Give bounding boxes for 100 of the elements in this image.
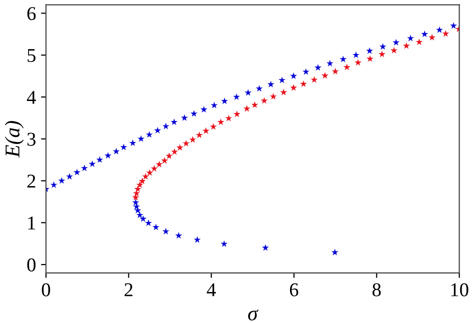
point [200, 106, 208, 113]
point [392, 38, 400, 46]
point [221, 98, 228, 104]
y-tick-label: 1 [28, 216, 36, 230]
point [280, 88, 288, 96]
x-tick-label: 4 [206, 283, 216, 296]
y-tick-label: 5 [28, 49, 36, 62]
point [366, 47, 374, 54]
point [321, 72, 328, 79]
point [436, 26, 443, 33]
point [314, 64, 322, 71]
x-tick-label: 10 [451, 283, 468, 296]
point [243, 105, 250, 112]
point [162, 228, 170, 234]
point [138, 135, 145, 142]
point [331, 248, 338, 256]
point [421, 30, 428, 38]
point [220, 240, 228, 248]
point [88, 160, 96, 167]
point [340, 56, 347, 62]
point [225, 114, 232, 122]
point [166, 152, 173, 160]
point [180, 114, 188, 121]
y-tick-label: 2 [27, 174, 36, 188]
point [416, 38, 423, 46]
point [290, 72, 298, 80]
point [290, 84, 298, 91]
point [66, 172, 74, 180]
point [182, 140, 190, 146]
point [142, 172, 150, 180]
point [251, 101, 258, 108]
point [278, 76, 286, 84]
point [390, 46, 398, 54]
point [134, 206, 142, 214]
point [170, 118, 178, 126]
point [379, 43, 386, 50]
point [136, 181, 144, 188]
point [260, 97, 268, 104]
point [134, 185, 142, 192]
y-tick-label: 4 [26, 90, 36, 104]
point [133, 190, 140, 196]
point [73, 168, 80, 176]
point [366, 55, 374, 62]
point [270, 92, 277, 100]
point [161, 157, 168, 164]
point [302, 68, 310, 75]
point [175, 232, 182, 239]
x-tick-label: 2 [124, 283, 132, 296]
point [136, 211, 144, 218]
point [171, 148, 178, 155]
point [194, 236, 201, 243]
point [407, 34, 414, 42]
point [146, 169, 154, 176]
point [129, 139, 136, 146]
point [442, 30, 450, 37]
x-tick-label: 6 [290, 283, 298, 296]
point [138, 178, 146, 184]
point [217, 118, 224, 126]
point [58, 177, 66, 184]
point [80, 164, 88, 172]
point [326, 60, 334, 66]
point [300, 80, 307, 87]
y-tick-label: 6 [27, 7, 36, 20]
point [189, 136, 196, 143]
point [50, 181, 58, 188]
point [162, 122, 170, 130]
point [104, 152, 112, 159]
point [150, 164, 158, 172]
point [120, 144, 128, 150]
point [332, 68, 339, 74]
point [267, 80, 274, 88]
y-tick-label: 3 [27, 132, 36, 146]
point [96, 156, 104, 163]
x-axis-title: σ [248, 310, 258, 321]
point [233, 110, 240, 118]
point [156, 160, 163, 168]
point [144, 219, 152, 226]
point [262, 244, 269, 251]
point [450, 22, 458, 29]
point [343, 64, 350, 70]
point [233, 93, 240, 100]
point [210, 102, 218, 108]
point [378, 50, 386, 58]
point [190, 110, 198, 117]
point [196, 131, 203, 138]
point [210, 123, 217, 130]
point [176, 144, 184, 151]
point [132, 198, 140, 206]
point [140, 215, 147, 222]
point [354, 58, 362, 66]
x-tick-label: 8 [372, 283, 381, 296]
point [146, 131, 153, 138]
point [256, 84, 263, 92]
point [428, 34, 436, 40]
point [154, 126, 162, 134]
point [112, 148, 120, 154]
x-tick-label: 0 [42, 283, 50, 296]
point [244, 89, 252, 96]
point [152, 224, 160, 230]
y-tick-label: 0 [27, 258, 36, 272]
